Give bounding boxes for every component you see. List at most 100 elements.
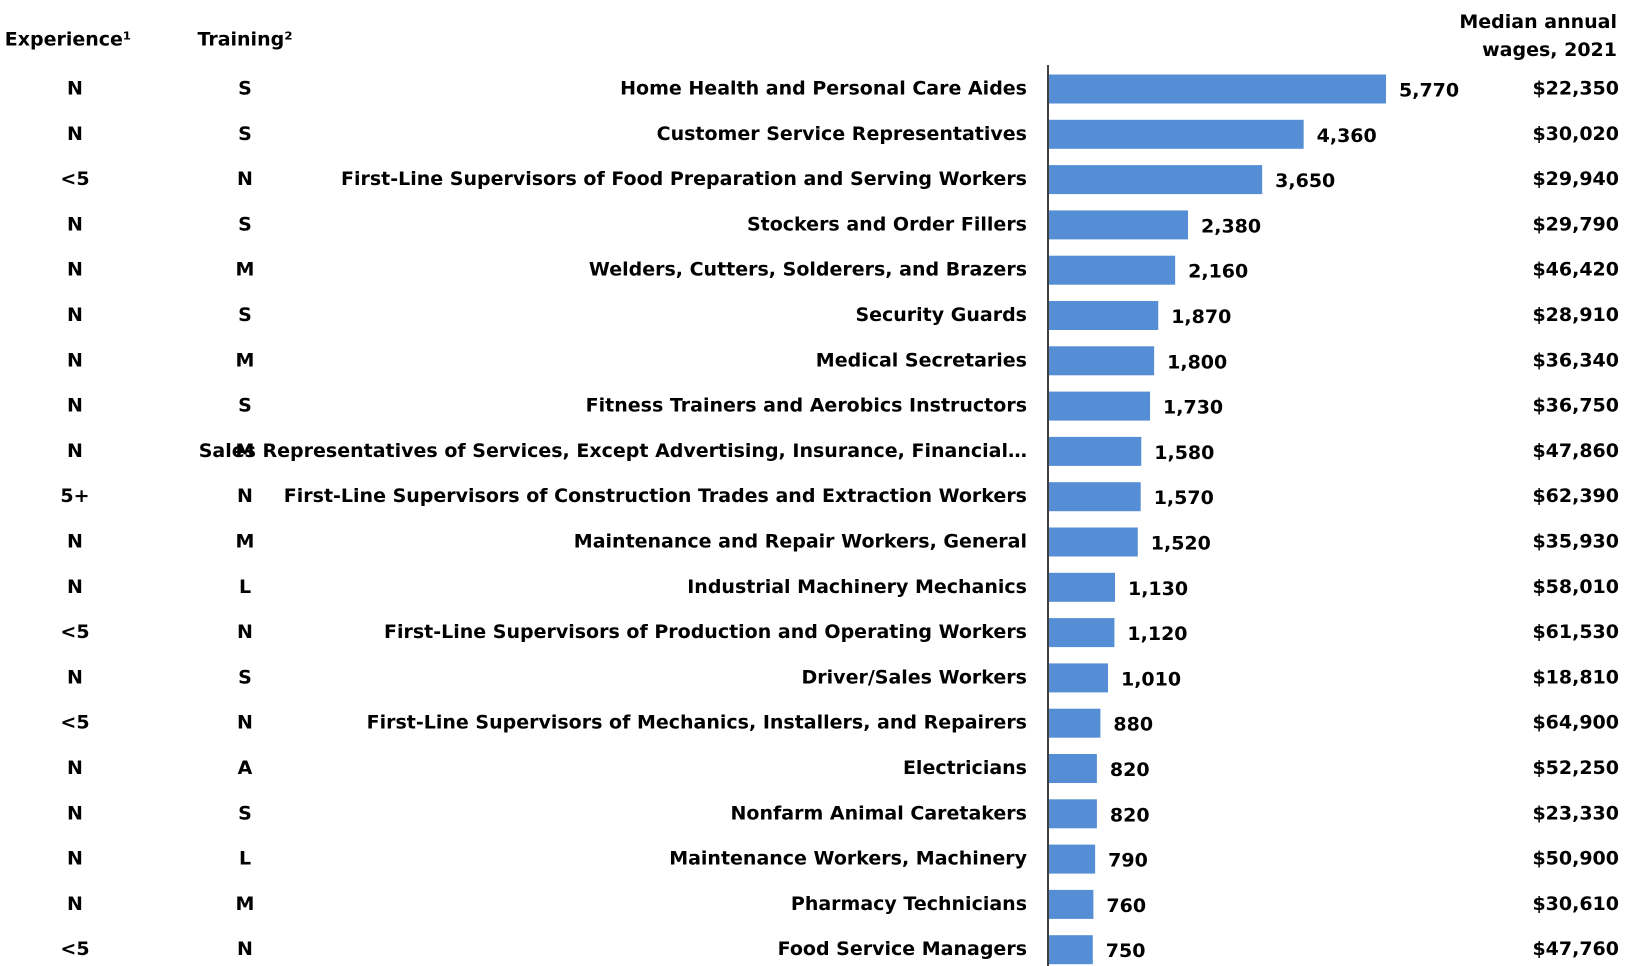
experience-header: Experience¹ xyxy=(5,29,132,51)
value-label: 1,800 xyxy=(1167,351,1227,373)
bar xyxy=(1049,165,1263,195)
value-label: 790 xyxy=(1108,850,1148,872)
bar xyxy=(1049,527,1138,557)
bar xyxy=(1049,708,1101,738)
experience: N xyxy=(67,123,83,145)
wage: $30,020 xyxy=(1532,123,1619,145)
wage: $18,810 xyxy=(1532,666,1619,688)
experience: N xyxy=(67,213,83,235)
category-label: First-Line Supervisors of Mechanics, Ins… xyxy=(367,712,1027,734)
experience: N xyxy=(67,666,83,688)
value-label: 820 xyxy=(1110,759,1150,781)
category-label: First-Line Supervisors of Food Preparati… xyxy=(341,168,1027,190)
category-label: Security Guards xyxy=(855,304,1027,326)
value-label: 2,380 xyxy=(1201,215,1261,237)
category-label: Industrial Machinery Mechanics xyxy=(687,576,1027,598)
wage: $47,860 xyxy=(1532,440,1619,462)
wage: $30,610 xyxy=(1532,893,1619,915)
bar xyxy=(1049,799,1097,829)
bar xyxy=(1049,301,1159,330)
category-label: Stockers and Order Fillers xyxy=(747,213,1027,235)
value-label: 1,730 xyxy=(1163,397,1223,419)
category-label: Maintenance and Repair Workers, General xyxy=(574,531,1027,553)
category-label: Electricians xyxy=(903,757,1027,779)
bar xyxy=(1049,754,1097,783)
experience: N xyxy=(67,893,83,915)
wage: $62,390 xyxy=(1532,485,1619,507)
experience: N xyxy=(67,304,83,326)
experience: N xyxy=(67,440,83,462)
experience: <5 xyxy=(60,168,89,190)
wage: $35,930 xyxy=(1532,531,1619,553)
value-label: 1,570 xyxy=(1154,487,1214,509)
wage: $46,420 xyxy=(1532,259,1619,281)
value-label: 820 xyxy=(1110,804,1150,826)
wage: $52,250 xyxy=(1532,757,1619,779)
wage: $29,940 xyxy=(1532,168,1619,190)
value-label: 1,120 xyxy=(1127,623,1187,645)
bar xyxy=(1049,482,1141,512)
training: S xyxy=(238,802,252,824)
training: N xyxy=(237,621,253,643)
value-label: 1,520 xyxy=(1151,533,1211,555)
bar xyxy=(1049,844,1096,874)
bar xyxy=(1049,210,1189,240)
category-label: Home Health and Personal Care Aides xyxy=(620,78,1027,100)
value-label: 5,770 xyxy=(1399,80,1459,102)
wage: $22,350 xyxy=(1532,78,1619,100)
value-label: 750 xyxy=(1106,940,1146,962)
training-header: Training² xyxy=(197,29,292,51)
category-label: Pharmacy Technicians xyxy=(791,893,1027,915)
training: S xyxy=(238,213,252,235)
training: A xyxy=(238,757,253,779)
value-label: 3,650 xyxy=(1275,170,1335,192)
wage: $61,530 xyxy=(1532,621,1619,643)
experience: <5 xyxy=(60,938,89,960)
training: N xyxy=(237,712,253,734)
category-label: Food Service Managers xyxy=(778,938,1027,960)
experience: N xyxy=(67,395,83,417)
experience: N xyxy=(67,576,83,598)
training: L xyxy=(239,576,251,598)
experience: <5 xyxy=(60,712,89,734)
category-label: Medical Secretaries xyxy=(816,349,1027,371)
wage: $36,750 xyxy=(1532,395,1619,417)
category-label: Nonfarm Animal Caretakers xyxy=(731,802,1027,824)
value-label: 1,580 xyxy=(1154,442,1214,464)
category-label: Sales Representatives of Services, Excep… xyxy=(199,440,1027,462)
category-label: Welders, Cutters, Solderers, and Brazers xyxy=(589,259,1027,281)
category-label: Customer Service Representatives xyxy=(657,123,1027,145)
bar xyxy=(1049,74,1386,104)
wage: $36,340 xyxy=(1532,349,1619,371)
wage: $28,910 xyxy=(1532,304,1619,326)
training: M xyxy=(236,531,255,553)
experience: <5 xyxy=(60,621,89,643)
value-label: 1,870 xyxy=(1171,306,1231,328)
category-label: Driver/Sales Workers xyxy=(802,666,1027,688)
bar xyxy=(1049,391,1151,421)
experience: N xyxy=(67,259,83,281)
bar xyxy=(1049,572,1115,602)
experience: N xyxy=(67,531,83,553)
training: M xyxy=(236,259,255,281)
bar xyxy=(1049,663,1108,693)
wage: $29,790 xyxy=(1532,213,1619,235)
training: N xyxy=(237,938,253,960)
experience: N xyxy=(67,802,83,824)
bar xyxy=(1049,346,1155,376)
wage: $50,900 xyxy=(1532,848,1619,870)
wages-header: Median annual wages, 2021 xyxy=(1459,11,1617,61)
training: N xyxy=(237,168,253,190)
value-label: 1,130 xyxy=(1128,578,1188,600)
wage: $47,760 xyxy=(1532,938,1619,960)
experience: 5+ xyxy=(60,485,89,507)
value-label: 4,360 xyxy=(1317,125,1377,147)
wage: $64,900 xyxy=(1532,712,1619,734)
training: M xyxy=(236,893,255,915)
training: L xyxy=(239,848,251,870)
category-label: First-Line Supervisors of Production and… xyxy=(384,621,1027,643)
category-label: Maintenance Workers, Machinery xyxy=(669,848,1027,870)
experience: N xyxy=(67,78,83,100)
